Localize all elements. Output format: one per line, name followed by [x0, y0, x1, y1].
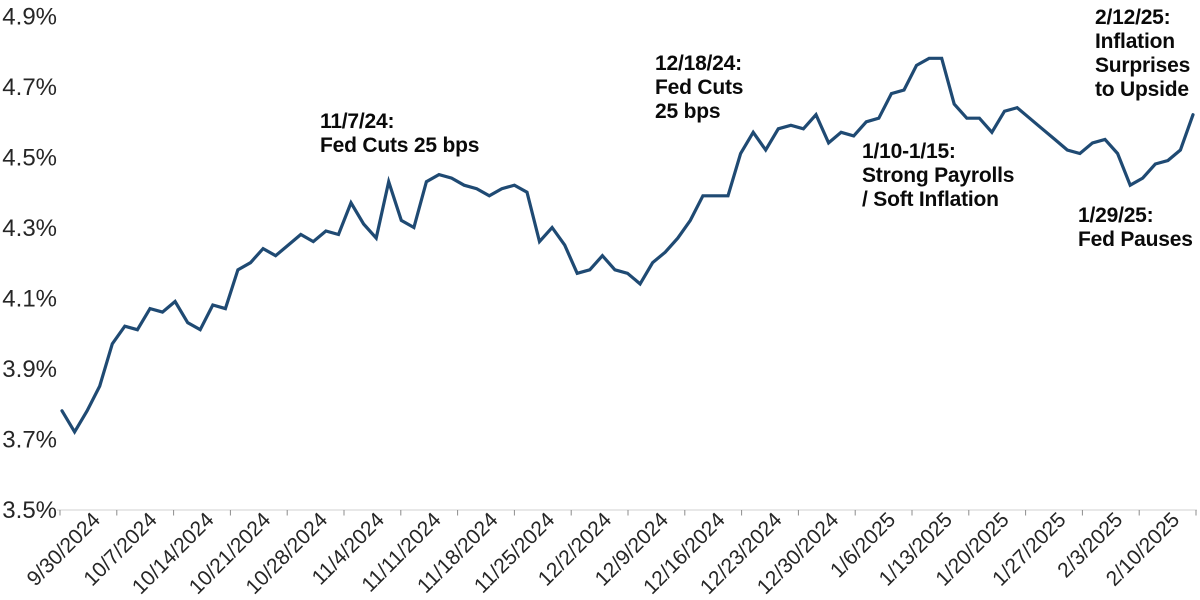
y-tick-label: 4.5% [2, 144, 57, 171]
y-tick-label: 4.7% [2, 74, 57, 101]
annotation-strong-payrolls-soft-inflation: 1/10-1/15: Strong Payrolls / Soft Inflat… [862, 140, 1015, 211]
annotation-fed-cuts-nov: 11/7/24: Fed Cuts 25 bps [320, 110, 480, 157]
annotation-fed-pauses: 1/29/25: Fed Pauses [1078, 204, 1193, 251]
yield-line-series [60, 56, 1195, 436]
y-tick-label: 4.3% [2, 215, 57, 242]
y-tick-label: 3.5% [2, 497, 57, 524]
y-tick-label: 4.1% [2, 285, 57, 312]
y-tick-label: 3.7% [2, 426, 57, 453]
annotation-inflation-surprises-upside: 2/12/25: Inflation Surprises to Upside [1095, 6, 1191, 101]
annotation-fed-cuts-dec: 12/18/24: Fed Cuts 25 bps [655, 52, 744, 123]
y-tick-label: 4.9% [2, 3, 57, 30]
y-tick-label: 3.9% [2, 356, 57, 383]
